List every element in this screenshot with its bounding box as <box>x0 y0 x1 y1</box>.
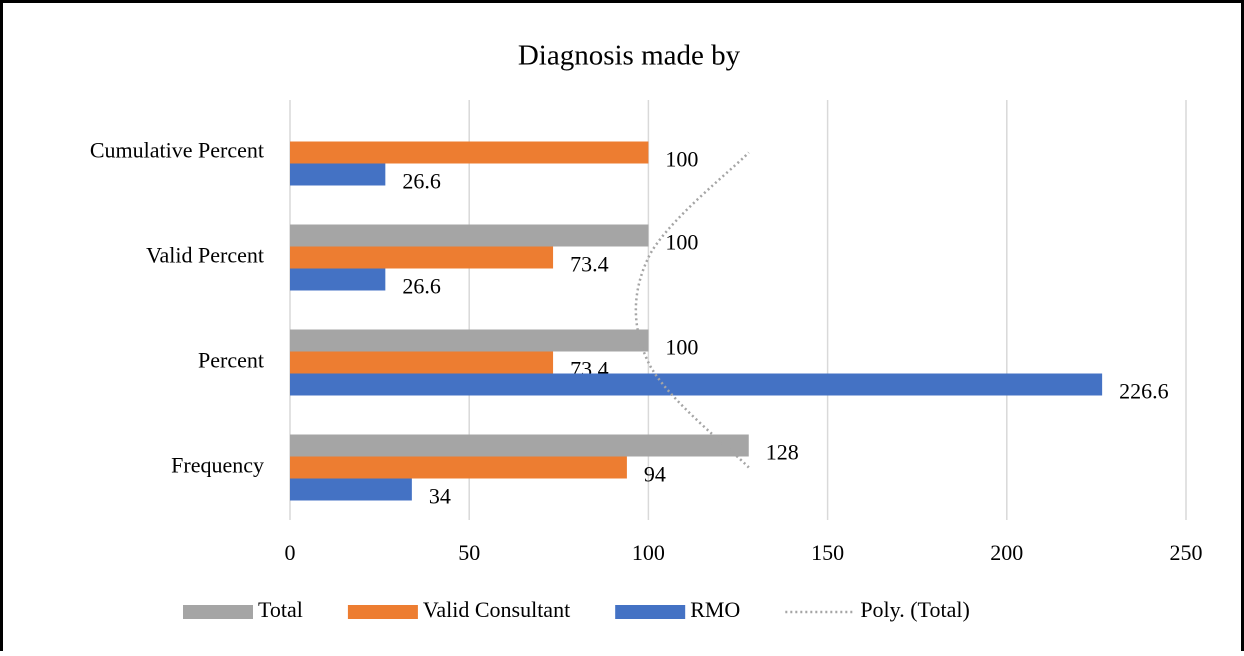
bar <box>290 141 649 164</box>
x-tick-label: 100 <box>632 540 665 565</box>
x-tick-label: 0 <box>285 540 296 565</box>
legend-label: Total <box>258 597 303 622</box>
bar <box>290 456 627 479</box>
legend-swatch <box>347 605 418 619</box>
data-label: 100 <box>665 230 698 255</box>
x-tick-label: 250 <box>1170 540 1203 565</box>
bar <box>290 163 386 186</box>
x-tick-label: 150 <box>811 540 844 565</box>
legend-label: Valid Consultant <box>423 597 570 622</box>
bar <box>290 478 412 501</box>
trendline <box>634 151 750 469</box>
data-label: 100 <box>665 147 698 172</box>
legend-label: Poly. (Total) <box>860 597 969 622</box>
data-label: 34 <box>429 484 451 509</box>
bar <box>290 246 554 269</box>
data-label: 226.6 <box>1119 379 1169 404</box>
data-label: 100 <box>665 335 698 360</box>
bar <box>290 224 649 247</box>
bar <box>290 329 649 352</box>
x-tick-label: 50 <box>458 540 480 565</box>
legend-swatch <box>183 605 253 619</box>
legend-label: RMO <box>690 597 740 622</box>
data-label: 26.6 <box>402 274 441 299</box>
bar <box>290 351 554 374</box>
bar <box>290 268 386 291</box>
legend-swatch <box>615 605 686 619</box>
y-tick-label: Valid Percent <box>146 243 264 268</box>
data-label: 128 <box>766 440 799 465</box>
y-tick-label: Percent <box>198 348 264 373</box>
y-tick-label: Cumulative Percent <box>90 138 264 163</box>
bar <box>290 434 749 457</box>
data-label: 26.6 <box>402 169 441 194</box>
data-label: 73.4 <box>570 252 609 277</box>
x-tick-label: 200 <box>990 540 1023 565</box>
chart-title: Diagnosis made by <box>518 40 741 72</box>
y-tick-label: Frequency <box>171 453 264 478</box>
data-label: 94 <box>644 462 666 487</box>
bar <box>290 373 1103 396</box>
